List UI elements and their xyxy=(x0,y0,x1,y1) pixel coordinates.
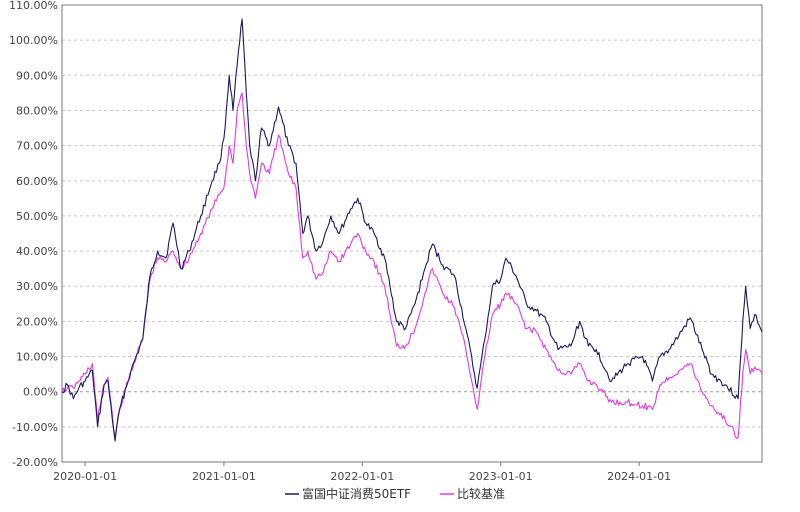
y-tick-label: 10.00% xyxy=(16,351,58,364)
y-tick-label: 60.00% xyxy=(16,175,58,188)
series-lines xyxy=(61,18,763,442)
y-tick-label: 90.00% xyxy=(16,69,58,82)
x-tick-label: 2023-01-01 xyxy=(469,470,533,483)
y-tick-label: 50.00% xyxy=(16,210,58,223)
y-tick-label: 0.00% xyxy=(23,386,58,399)
y-tick-label: 40.00% xyxy=(16,245,58,258)
legend-label: 比较基准 xyxy=(457,486,505,501)
legend: 富国中证消费50ETF 比较基准 xyxy=(285,486,505,501)
x-tick-label: 2021-01-01 xyxy=(192,470,256,483)
y-tick-label: 110.00% xyxy=(9,0,58,12)
y-tick-label: 30.00% xyxy=(16,280,58,293)
legend-label: 富国中证消费50ETF xyxy=(302,486,411,501)
x-tick-label: 2020-01-01 xyxy=(53,470,117,483)
y-tick-label: 20.00% xyxy=(16,315,58,328)
x-tick-label: 2024-01-01 xyxy=(607,470,671,483)
plot-frame xyxy=(61,4,763,463)
y-tick-label: 70.00% xyxy=(16,140,58,153)
series-line-fund xyxy=(61,18,763,442)
y-tick-label: -10.00% xyxy=(12,421,58,434)
y-tick-label: -20.00% xyxy=(12,456,58,469)
y-tick-label: 80.00% xyxy=(16,104,58,117)
y-tick-label: 100.00% xyxy=(9,34,58,47)
x-tick-label: 2022-01-01 xyxy=(330,470,394,483)
series-line-benchmark xyxy=(61,92,763,439)
axes: 110.00% 100.00% 90.00% 80.00% 70.00% 60.00% 50… xyxy=(9,0,763,483)
